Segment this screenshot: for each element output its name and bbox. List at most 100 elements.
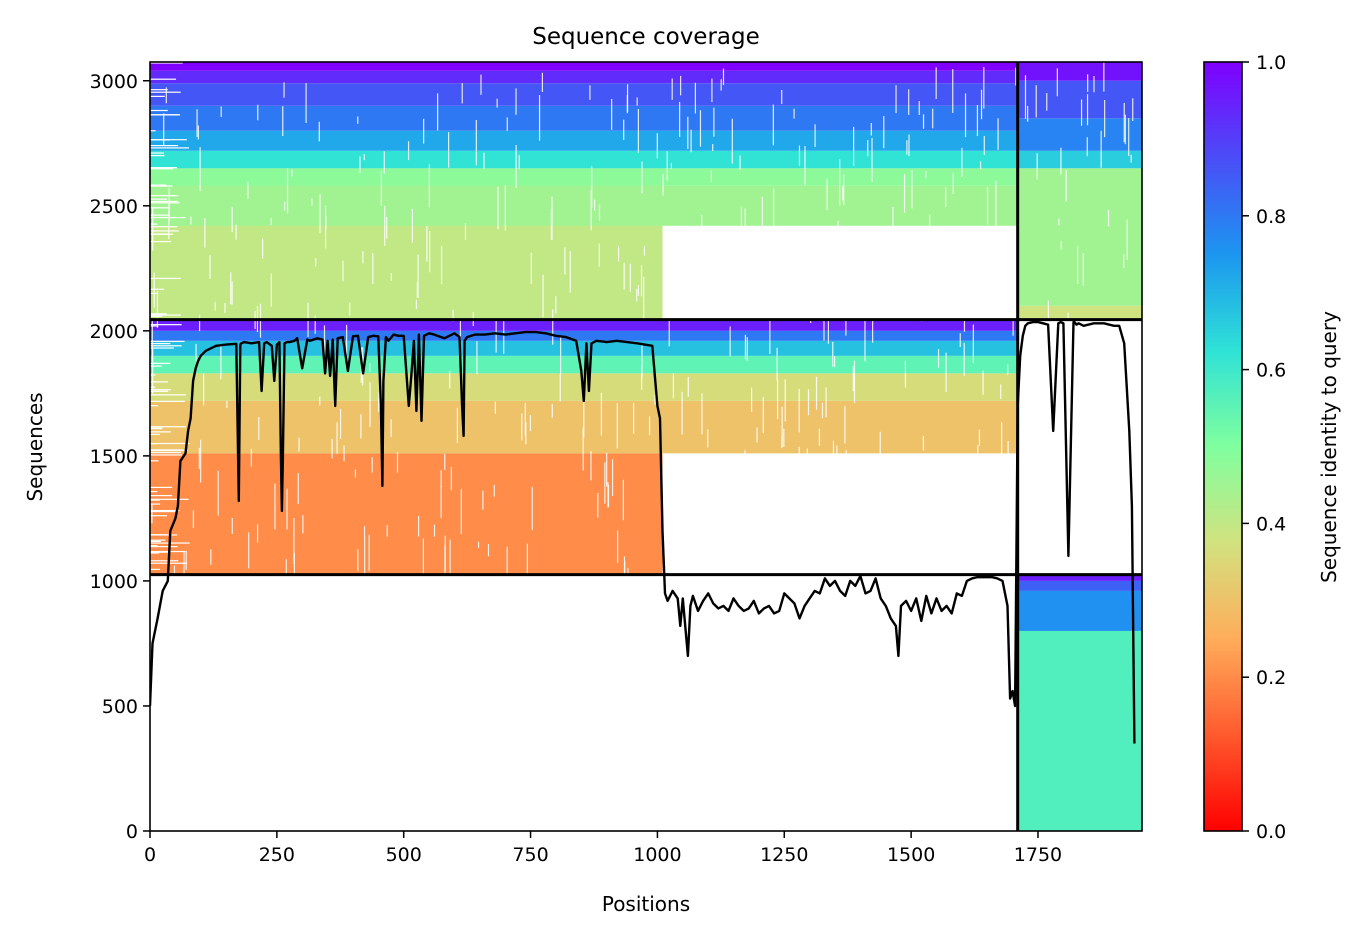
gap-speck-0-30 xyxy=(555,296,557,314)
gap-speck-0-45 xyxy=(390,419,392,438)
edge-gap-68 xyxy=(150,390,169,392)
gap-speck-0-205 xyxy=(626,84,629,112)
identity-band-1-0 xyxy=(150,453,663,575)
gap-speck-2-17 xyxy=(1056,68,1058,97)
gap-speck-0-133 xyxy=(339,408,342,439)
heatmap-gaps xyxy=(150,62,1134,605)
gap-speck-0-125 xyxy=(302,515,304,534)
gap-speck-2-14 xyxy=(1104,99,1106,138)
edge-gap-18 xyxy=(150,365,162,367)
x-axis-ticks: 0 250 500 750 1000 1250 1500 1750 xyxy=(144,831,1062,866)
gap-speck-0-67 xyxy=(529,415,531,432)
gap-speck-0-189 xyxy=(270,273,272,307)
gap-speck-0-81 xyxy=(197,125,199,140)
identity-band-3-2 xyxy=(1017,580,1142,591)
gap-speck-1-120 xyxy=(769,310,771,355)
gap-speck-1-3 xyxy=(687,376,689,397)
edge-gap-47 xyxy=(150,550,186,553)
gap-speck-0-216 xyxy=(418,515,420,537)
edge-gap-11 xyxy=(150,324,182,326)
identity-band-0-4 xyxy=(150,130,1018,151)
gap-speck-0-207 xyxy=(153,272,155,308)
gap-speck-0-144 xyxy=(422,538,424,579)
gap-speck-1-88 xyxy=(676,281,678,302)
gap-speck-0-201 xyxy=(364,536,366,575)
x-axis-label: Positions xyxy=(602,892,690,916)
gap-speck-0-106 xyxy=(323,325,326,363)
gap-speck-1-68 xyxy=(725,228,727,243)
edge-gap-41 xyxy=(150,443,158,445)
gap-speck-0-177 xyxy=(497,186,499,230)
gap-speck-0-120 xyxy=(637,285,640,296)
gap-speck-0-148 xyxy=(319,396,321,406)
gap-speck-1-80 xyxy=(798,446,800,467)
gap-speck-0-85 xyxy=(559,374,561,402)
gap-speck-0-78 xyxy=(426,226,428,262)
gap-speck-0-5 xyxy=(226,400,228,409)
gap-speck-0-191 xyxy=(627,567,629,605)
edge-gap-42 xyxy=(150,145,179,147)
gap-speck-1-147 xyxy=(670,163,672,170)
gap-speck-2-25 xyxy=(1077,246,1079,285)
gap-speck-1-45 xyxy=(852,365,854,392)
edge-gap-85 xyxy=(150,154,165,157)
gap-speck-1-128 xyxy=(959,333,961,348)
gap-speck-0-179 xyxy=(617,246,620,262)
gap-speck-1-31 xyxy=(827,307,829,344)
gap-speck-0-89 xyxy=(270,218,272,225)
gap-speck-0-127 xyxy=(231,281,233,305)
gap-speck-1-32 xyxy=(908,134,910,157)
gap-speck-0-149 xyxy=(285,559,287,581)
y-tick-label-1: 500 xyxy=(102,696,138,718)
edge-gap-7 xyxy=(150,460,159,462)
gap-speck-1-59 xyxy=(679,281,681,294)
gap-speck-1-69 xyxy=(1000,384,1002,399)
gap-speck-0-165 xyxy=(641,364,643,390)
gap-speck-1-97 xyxy=(825,232,828,249)
gap-speck-1-139 xyxy=(836,445,838,458)
gap-speck-1-0 xyxy=(744,450,746,474)
edge-gap-30 xyxy=(150,167,177,169)
gap-speck-0-176 xyxy=(152,207,154,251)
gap-speck-0-48 xyxy=(611,459,614,497)
gap-speck-1-11 xyxy=(832,341,834,367)
gap-speck-0-194 xyxy=(654,394,656,405)
identity-band-1-6 xyxy=(150,319,1018,331)
gap-speck-2-13 xyxy=(1080,99,1083,126)
gap-speck-1-115 xyxy=(952,172,954,195)
edge-gap-79 xyxy=(150,198,168,200)
gap-speck-0-192 xyxy=(530,252,532,284)
edge-gap-45 xyxy=(150,534,168,536)
edge-gap-15 xyxy=(150,431,171,433)
identity-band-0-5 xyxy=(150,105,1018,131)
edge-gap-62 xyxy=(150,381,168,383)
identity-band-0-7 xyxy=(150,70,1018,84)
gap-speck-1-90 xyxy=(694,82,696,114)
gap-speck-0-157 xyxy=(357,549,359,572)
gap-speck-1-131 xyxy=(990,252,993,285)
gap-speck-0-56 xyxy=(521,413,523,441)
gap-speck-1-26 xyxy=(870,123,872,136)
gap-speck-1-110 xyxy=(879,431,881,458)
gap-speck-2-19 xyxy=(1024,75,1027,119)
gap-speck-1-70 xyxy=(746,337,748,362)
gap-speck-2-4 xyxy=(1067,312,1069,342)
edge-gap-22 xyxy=(150,428,162,430)
gap-speck-2-24 xyxy=(1124,114,1126,145)
gap-speck-0-155 xyxy=(203,373,205,406)
gap-speck-1-53 xyxy=(864,315,866,362)
identity-band-3-3 xyxy=(1017,574,1142,581)
gap-speck-1-49 xyxy=(963,297,966,332)
gap-speck-1-78 xyxy=(722,68,725,86)
plot-frame xyxy=(149,61,1143,832)
y-tick-label-2: 1000 xyxy=(90,571,138,593)
gap-speck-0-163 xyxy=(515,88,517,115)
colorbar-label: Sequence identity to query xyxy=(1317,311,1341,583)
edge-gap-0 xyxy=(150,394,186,396)
gap-speck-2-15 xyxy=(1046,93,1048,111)
gap-speck-1-102 xyxy=(730,250,732,280)
gap-speck-1-15 xyxy=(666,151,668,181)
edge-gap-77 xyxy=(150,499,160,501)
gap-speck-1-159 xyxy=(772,188,775,230)
edge-gap-25 xyxy=(150,340,185,342)
